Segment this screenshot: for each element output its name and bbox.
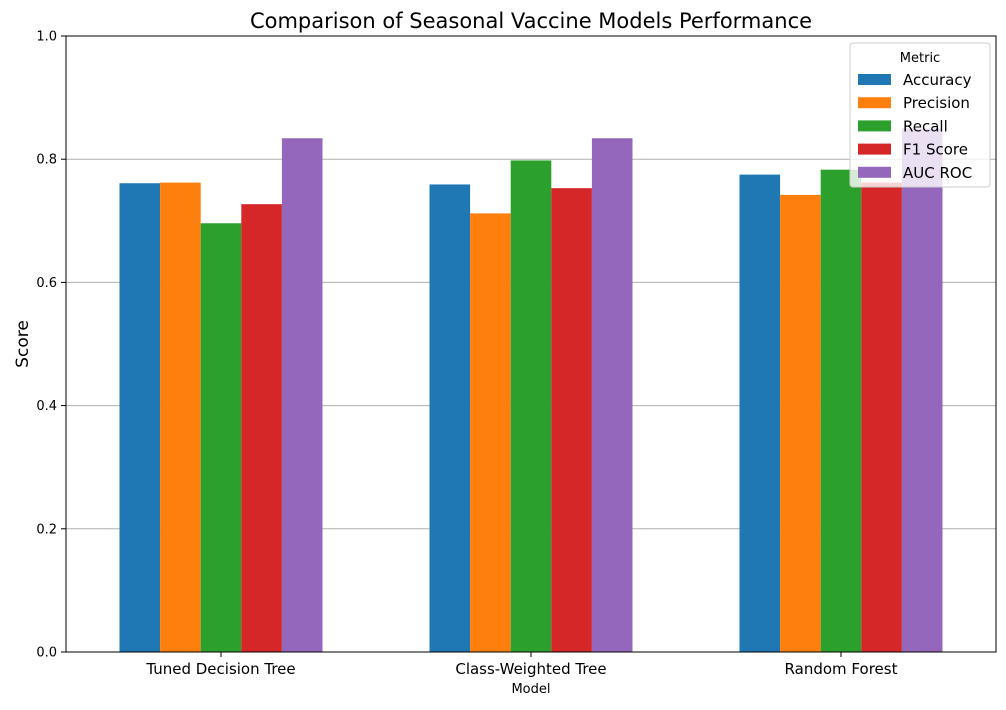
x-axis: Tuned Decision Tree Class-Weighted Tree Ra…: [145, 652, 898, 678]
chart-title: Comparison of Seasonal Vaccine Models Pe…: [250, 9, 812, 33]
bar-precision: [780, 194, 821, 653]
legend-swatch: [858, 97, 891, 109]
legend-swatch: [858, 143, 891, 155]
bar-f1-score: [551, 188, 592, 653]
x-tick-label: Tuned Decision Tree: [145, 660, 295, 678]
legend-swatch: [858, 166, 891, 178]
bar-accuracy: [739, 174, 781, 652]
bars: [119, 128, 943, 653]
bar-f1-score: [861, 182, 902, 652]
bar-auc-roc: [281, 138, 323, 653]
y-tick-label: 0.6: [36, 276, 57, 291]
bar-precision: [470, 213, 511, 652]
x-axis-label: Model: [511, 682, 550, 697]
legend-label: Accuracy: [903, 71, 972, 89]
y-tick-label: 0.0: [36, 646, 57, 661]
bar-auc-roc: [591, 138, 633, 653]
bar-precision: [160, 182, 201, 652]
legend-swatch: [858, 120, 891, 132]
legend: Metric Accuracy Precision Recall F1 Score AU…: [849, 42, 991, 188]
bar-f1-score: [241, 204, 282, 652]
x-tick-label: Random Forest: [785, 660, 898, 678]
legend-label: Recall: [903, 117, 948, 135]
bar-recall: [510, 160, 552, 652]
legend-swatch: [858, 74, 891, 85]
y-tick-label: 0.8: [36, 153, 57, 168]
bar-auc-roc: [901, 128, 943, 652]
bar-recall: [820, 169, 862, 652]
bar-recall: [200, 223, 242, 652]
legend-label: Precision: [903, 94, 970, 112]
legend-items: Accuracy Precision Recall F1 Score AUC ROC: [858, 71, 972, 182]
bar-accuracy: [119, 183, 161, 652]
y-tick-label: 0.2: [36, 522, 57, 537]
y-axis: 0.0 0.2 0.4 0.6 0.8 1.0: [36, 30, 66, 661]
x-tick-label: Class-Weighted Tree: [455, 660, 606, 678]
y-tick-label: 0.4: [36, 399, 57, 414]
legend-label: AUC ROC: [903, 164, 972, 182]
legend-title: Metric: [900, 51, 940, 66]
bar-accuracy: [429, 184, 471, 652]
legend-label: F1 Score: [903, 141, 968, 159]
y-axis-label: Score: [13, 320, 33, 368]
y-tick-label: 1.0: [36, 30, 57, 45]
